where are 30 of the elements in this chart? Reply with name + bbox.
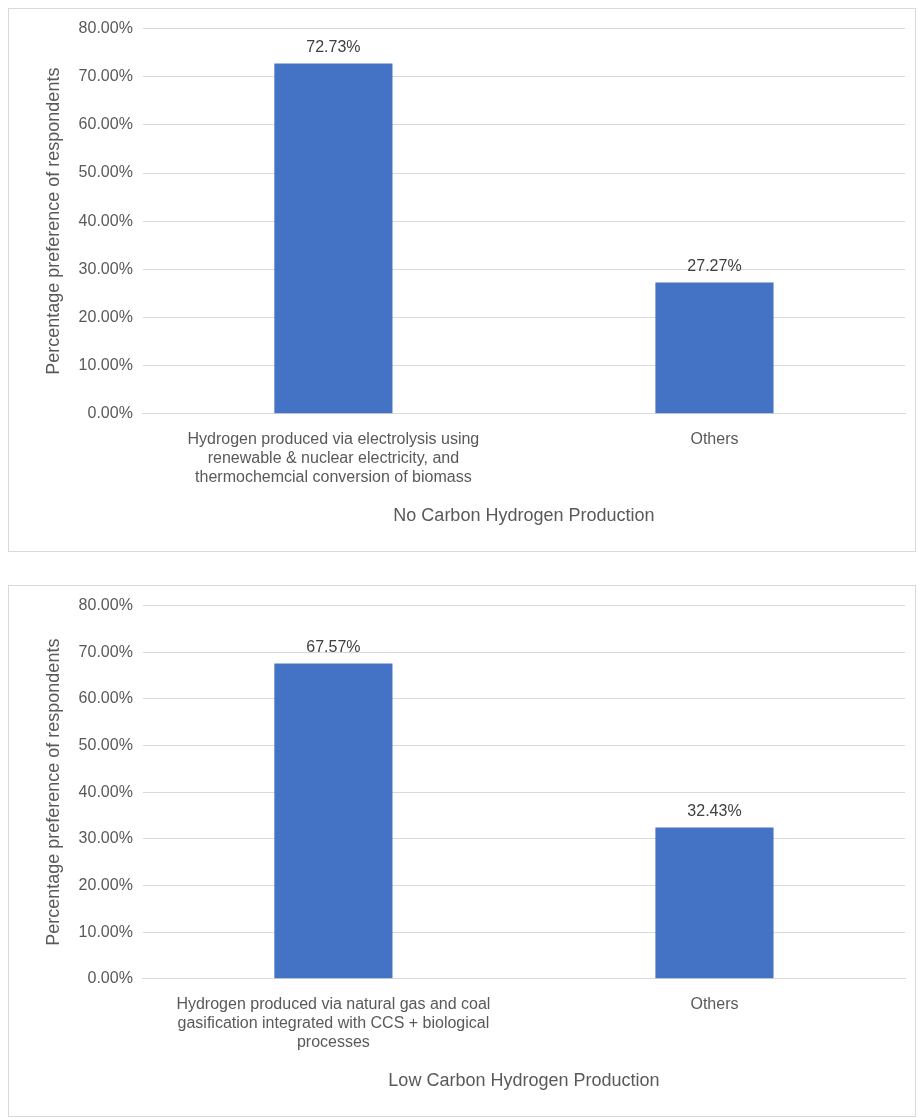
y-tick-label: 0.00% — [87, 404, 133, 422]
y-tick-label: 30.00% — [78, 829, 133, 847]
y-tick-label: 80.00% — [78, 19, 133, 37]
y-tick-label: 30.00% — [78, 259, 133, 277]
y-tick-label: 50.00% — [78, 735, 133, 753]
y-tick-label: 10.00% — [78, 356, 133, 374]
y-tick-label: 70.00% — [78, 67, 133, 85]
x-axis-title: No Carbon Hydrogen Production — [393, 505, 655, 526]
y-tick-label: 40.00% — [78, 782, 133, 800]
data-label: 72.73% — [306, 38, 361, 56]
y-tick-label: 60.00% — [78, 689, 133, 707]
y-tick-label: 60.00% — [78, 115, 133, 133]
x-tick-label: Others — [690, 429, 739, 447]
y-tick-label: 80.00% — [78, 596, 133, 614]
data-label: 67.57% — [306, 637, 361, 655]
y-tick-label: 20.00% — [78, 875, 133, 893]
x-tick-label: Hydrogen produced via natural gas and coal gasification integrated with CCS + biological processes — [176, 994, 491, 1051]
y-tick-label: 10.00% — [78, 922, 133, 940]
y-tick-label: 50.00% — [78, 163, 133, 181]
x-axis-title: Low Carbon Hydrogen Production — [388, 1070, 660, 1091]
x-tick-label: Hydrogen produced via electrolysis using renewable & nuclear electricity, and thermochemcial conversion of biomass — [187, 429, 480, 486]
data-label: 27.27% — [687, 256, 742, 274]
y-axis-title: Percentage preference of respondents — [42, 67, 63, 375]
y-tick-label: 0.00% — [87, 969, 133, 987]
y-tick-label: 40.00% — [78, 211, 133, 229]
x-tick-label: Others — [690, 994, 739, 1012]
y-tick-label: 70.00% — [78, 642, 133, 660]
y-axis-title: Percentage preference of respondents — [42, 638, 63, 946]
y-tick-label: 20.00% — [78, 307, 133, 325]
data-label: 32.43% — [687, 801, 742, 819]
